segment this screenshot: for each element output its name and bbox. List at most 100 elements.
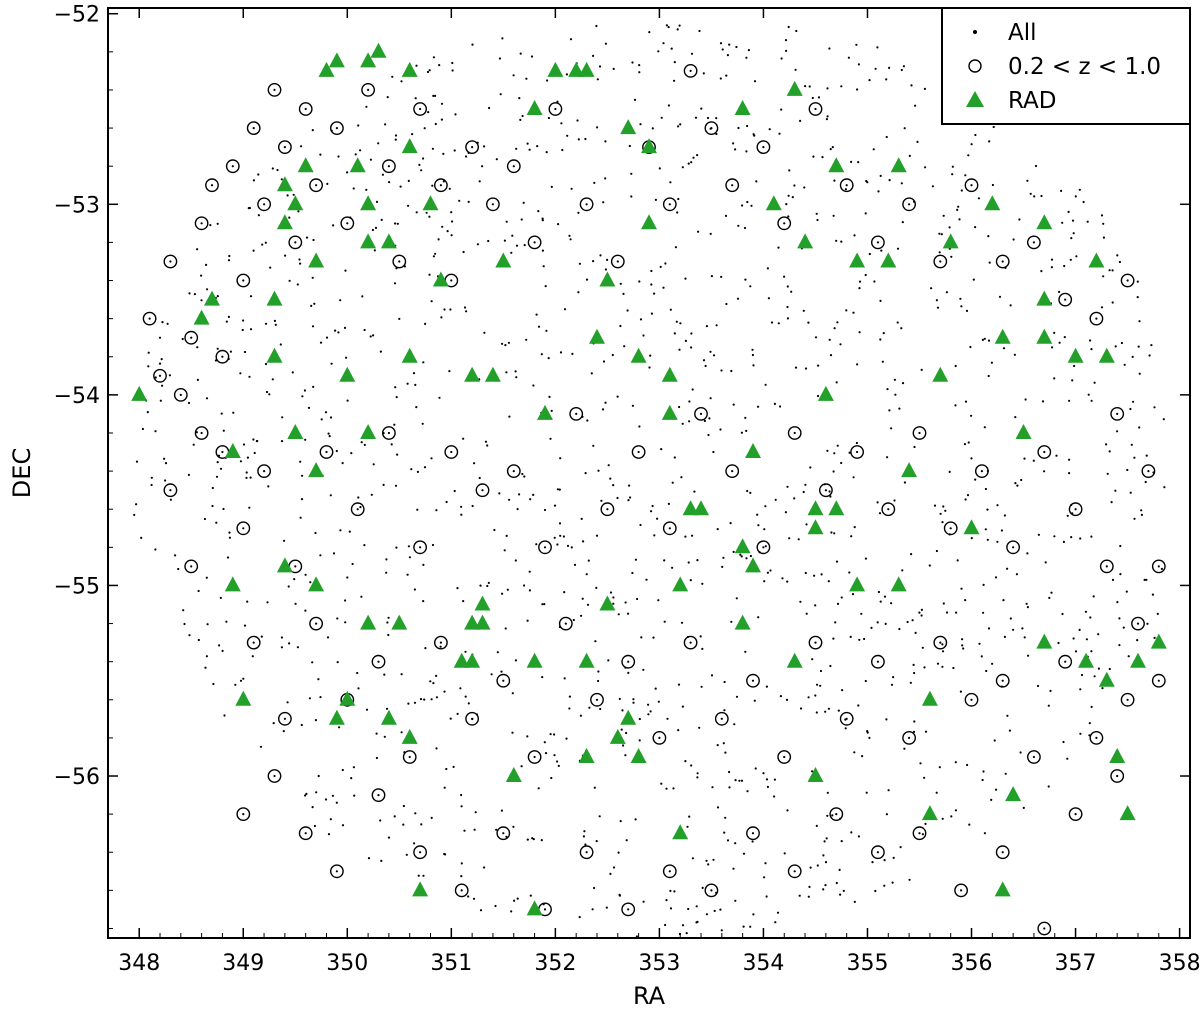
all-point — [395, 546, 398, 549]
all-point — [1120, 341, 1123, 345]
all-point — [827, 707, 831, 710]
all-point — [597, 469, 600, 472]
all-point — [1097, 633, 1100, 636]
all-point — [805, 612, 808, 615]
all-point — [672, 787, 675, 790]
all-point — [440, 102, 444, 105]
all-point — [734, 779, 737, 782]
all-point — [140, 536, 143, 540]
all-point — [350, 777, 353, 780]
all-point — [304, 438, 307, 441]
all-point — [1063, 336, 1066, 339]
all-point — [288, 642, 291, 645]
all-point — [317, 774, 320, 778]
all-point — [1021, 627, 1024, 630]
all-point — [412, 372, 416, 375]
all-point — [286, 701, 289, 704]
z-range-point-center — [793, 870, 796, 873]
rad-point — [578, 652, 595, 668]
all-point — [987, 339, 991, 342]
all-point — [923, 776, 926, 779]
all-point — [352, 187, 355, 190]
all-point — [344, 269, 347, 272]
all-point — [303, 389, 306, 392]
all-point — [257, 214, 260, 217]
all-point — [187, 473, 190, 476]
all-point — [868, 736, 871, 740]
all-point — [526, 619, 529, 622]
all-point — [913, 720, 916, 723]
all-point — [716, 528, 719, 531]
all-point — [628, 484, 631, 487]
legend-z-marker — [968, 59, 982, 73]
all-point — [1090, 705, 1093, 709]
all-point — [723, 680, 726, 684]
all-point — [595, 534, 599, 537]
all-point — [503, 239, 506, 242]
all-point — [1062, 540, 1065, 544]
all-point — [1041, 400, 1045, 403]
all-point — [219, 596, 222, 600]
all-point — [833, 532, 836, 535]
z-range-point-center — [242, 527, 245, 530]
all-point — [1004, 772, 1007, 775]
all-point — [1014, 482, 1017, 485]
redshift-circles-layer — [142, 64, 1166, 936]
all-point — [304, 573, 307, 576]
all-point — [983, 426, 986, 429]
z-range-point-center — [710, 127, 713, 130]
all-point — [243, 624, 247, 627]
all-point — [788, 537, 791, 540]
legend-rad-marker — [966, 91, 984, 107]
all-point — [786, 809, 789, 812]
rad-point — [1130, 652, 1146, 668]
all-point — [933, 504, 937, 507]
all-point — [1066, 514, 1069, 517]
all-point — [550, 409, 553, 412]
all-point — [166, 322, 169, 325]
all-point — [225, 620, 228, 623]
all-point — [737, 126, 740, 130]
all-point — [715, 132, 718, 136]
all-point — [669, 889, 672, 893]
z-range-point-center — [450, 279, 453, 282]
all-point — [304, 794, 307, 797]
all-point — [981, 778, 984, 782]
rad-point — [693, 500, 709, 516]
x-tick-label: 350 — [326, 951, 368, 976]
all-point — [730, 620, 733, 623]
all-point — [164, 462, 168, 465]
all-point — [996, 540, 999, 543]
all-point — [163, 457, 166, 460]
rad-point — [942, 233, 959, 249]
all-point — [752, 913, 755, 916]
all-point — [734, 148, 737, 151]
z-range-point — [839, 711, 854, 726]
all-point — [696, 920, 699, 924]
all-point — [1145, 454, 1148, 457]
all-point — [481, 165, 484, 168]
rad-point — [745, 557, 761, 573]
all-point — [601, 408, 605, 411]
all-point — [1119, 573, 1122, 576]
all-point — [579, 714, 583, 717]
all-point — [1118, 617, 1121, 620]
all-point — [529, 894, 532, 897]
all-point — [399, 185, 402, 188]
all-point — [435, 674, 438, 678]
all-point — [523, 475, 526, 478]
all-point — [620, 728, 623, 731]
z-range-point — [184, 559, 199, 574]
rad-point — [1088, 252, 1105, 268]
all-point — [1082, 200, 1085, 204]
all-point — [570, 187, 573, 190]
all-point — [824, 884, 827, 887]
all-point — [398, 317, 401, 320]
all-point — [836, 321, 839, 324]
all-point — [836, 602, 840, 606]
all-point — [308, 697, 311, 700]
all-point — [563, 591, 566, 594]
all-point — [921, 646, 924, 649]
z-range-point — [527, 750, 542, 764]
all-point — [435, 509, 438, 512]
